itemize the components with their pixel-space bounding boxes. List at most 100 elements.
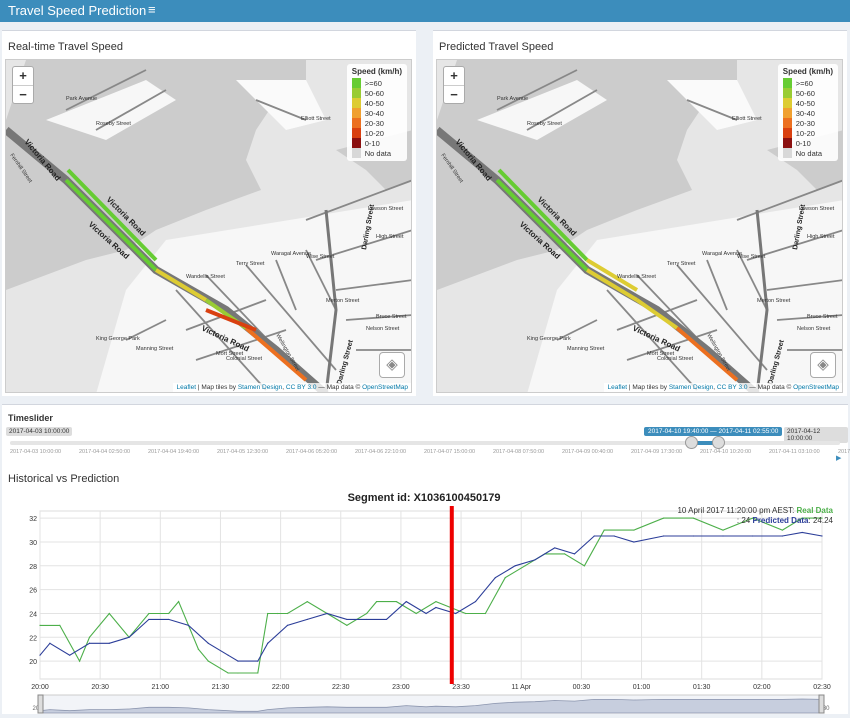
legend-swatch bbox=[351, 108, 361, 118]
data-point bbox=[49, 642, 51, 644]
legend-title: Speed (km/h) bbox=[351, 67, 402, 76]
timeslider-range: 2017-04-10 19:40:00 — 2017-04-11 02:55:0… bbox=[644, 427, 783, 436]
street bbox=[626, 329, 718, 361]
speed-segment bbox=[495, 178, 589, 272]
data-point bbox=[207, 660, 209, 662]
street-label: Roseby Street bbox=[96, 121, 131, 127]
street bbox=[706, 259, 728, 311]
street bbox=[315, 229, 411, 261]
street-label: Colonial Street bbox=[657, 356, 694, 362]
x-tick-label: 11 Apr bbox=[511, 684, 531, 691]
data-point bbox=[633, 541, 635, 543]
legend-label: 40-50 bbox=[364, 98, 384, 108]
speed-segment bbox=[585, 258, 639, 292]
osm-link[interactable]: OpenStreetMap bbox=[793, 384, 839, 391]
street-label: Mort Street bbox=[647, 351, 675, 357]
legend-swatch bbox=[782, 118, 792, 128]
bottom-panel: Timeslider 2017-04-03 10:00:00 2017-04-1… bbox=[2, 404, 850, 714]
y-tick-label: 26 bbox=[29, 588, 37, 595]
zoom-out-button[interactable]: − bbox=[444, 85, 464, 103]
map-base: Victoria Road Victoria Road Victoria Roa… bbox=[437, 60, 842, 392]
legend-row: No data bbox=[782, 148, 833, 158]
tooltip-real-label: Real Data bbox=[797, 506, 834, 515]
data-point bbox=[257, 660, 259, 662]
street bbox=[275, 259, 297, 311]
data-point bbox=[692, 517, 694, 519]
layers-icon[interactable]: ◈ bbox=[379, 352, 405, 378]
street bbox=[686, 99, 738, 121]
speed-segment bbox=[64, 178, 158, 272]
legend-rows: >=60 50-60 40-50 30-40 20-30 10-20 0-10 No data bbox=[351, 78, 402, 158]
darling-street-road bbox=[324, 209, 338, 392]
map-attribution: Leaflet | Map tiles by Stamen Design, CC… bbox=[604, 383, 842, 392]
data-point bbox=[781, 529, 784, 531]
legend-swatch bbox=[351, 78, 361, 88]
data-point bbox=[583, 565, 586, 567]
street bbox=[736, 249, 768, 311]
menu-toggle-icon[interactable]: ≡ bbox=[148, 2, 156, 17]
data-point bbox=[494, 577, 496, 579]
street-label: Mort Street bbox=[216, 351, 244, 357]
legend-label: 50-60 bbox=[364, 88, 384, 98]
legend-swatch bbox=[351, 128, 361, 138]
street bbox=[736, 179, 842, 221]
speed-chart[interactable]: Segment id: X1036100450179 20 22 24 26 28 30 3… bbox=[28, 483, 834, 718]
leaflet-link[interactable]: Leaflet bbox=[607, 384, 628, 391]
map-attribution: Leaflet | Map tiles by Stamen Design, CC… bbox=[173, 383, 411, 392]
timeslider-tick-label: 2017-04-04 19:40:00 bbox=[148, 449, 200, 455]
map-base: Victoria Road Victoria Road Victoria Roa… bbox=[6, 60, 411, 392]
legend-row: 10-20 bbox=[351, 128, 402, 138]
timeslider-handle-end[interactable] bbox=[712, 436, 725, 449]
darling-street-road bbox=[755, 209, 769, 392]
legend-label: 40-50 bbox=[795, 98, 815, 108]
osm-link[interactable]: OpenStreetMap bbox=[362, 384, 408, 391]
cc-link[interactable]: CC BY 3.0 bbox=[285, 384, 317, 391]
leaflet-link[interactable]: Leaflet bbox=[176, 384, 197, 391]
data-point bbox=[366, 618, 368, 621]
timeslider-tick-label: 2017-04-10 10:20:00 bbox=[700, 449, 752, 455]
stamen-link[interactable]: Stamen Design bbox=[237, 384, 283, 391]
speed-segment bbox=[154, 268, 208, 302]
predicted-map[interactable]: + − bbox=[436, 59, 843, 393]
legend-label: 30-40 bbox=[364, 108, 384, 118]
legend-label: >=60 bbox=[364, 78, 382, 88]
legend-swatch bbox=[782, 128, 792, 138]
data-point bbox=[801, 517, 803, 519]
realtime-map[interactable]: + − bbox=[5, 59, 412, 393]
zoom-out-button[interactable]: − bbox=[13, 85, 33, 103]
timeslider-track[interactable] bbox=[10, 441, 840, 445]
data-point bbox=[267, 612, 269, 615]
play-icon[interactable]: ▶ bbox=[836, 455, 842, 462]
data-point bbox=[366, 612, 368, 615]
street bbox=[255, 99, 307, 121]
legend-swatch bbox=[782, 98, 792, 108]
timeslider-tick-label: 2017-04-06 05:20:00 bbox=[286, 449, 338, 455]
legend-swatch bbox=[782, 148, 792, 158]
data-point bbox=[59, 624, 61, 626]
data-point bbox=[276, 612, 279, 615]
cc-link[interactable]: CC BY 3.0 bbox=[716, 384, 748, 391]
stamen-link[interactable]: Stamen Design bbox=[668, 384, 714, 391]
street-label: Nelson Street bbox=[366, 326, 400, 332]
data-point bbox=[207, 642, 209, 644]
timeslider-tick-label: 2017-04-08 07:50:00 bbox=[493, 449, 545, 455]
svg-text:: 24 Predicted Data: 24.24: : 24 Predicted Data: 24.24 bbox=[737, 516, 834, 525]
zoom-in-button[interactable]: + bbox=[19, 68, 27, 83]
street bbox=[766, 279, 842, 291]
zoom-in-button[interactable]: + bbox=[450, 68, 458, 83]
x-tick-label: 20:00 bbox=[31, 684, 49, 691]
timeslider-tick-label: 2017-04-03 10:00:00 bbox=[10, 449, 62, 455]
predicted-panel-title: Predicted Travel Speed bbox=[439, 41, 554, 53]
legend-row: 30-40 bbox=[782, 108, 833, 118]
street-label: Colonial Street bbox=[226, 356, 263, 362]
layers-icon[interactable]: ◈ bbox=[810, 352, 836, 378]
legend-label: 10-20 bbox=[364, 128, 384, 138]
range-navigator-area bbox=[39, 698, 823, 714]
top-bar: Travel Speed Prediction ≡ bbox=[0, 0, 850, 22]
street bbox=[305, 249, 337, 311]
street bbox=[496, 69, 578, 111]
data-point bbox=[593, 535, 595, 537]
timeslider-handle-start[interactable] bbox=[685, 436, 698, 449]
app-title: Travel Speed Prediction bbox=[8, 3, 147, 18]
speed-segment bbox=[675, 326, 739, 382]
